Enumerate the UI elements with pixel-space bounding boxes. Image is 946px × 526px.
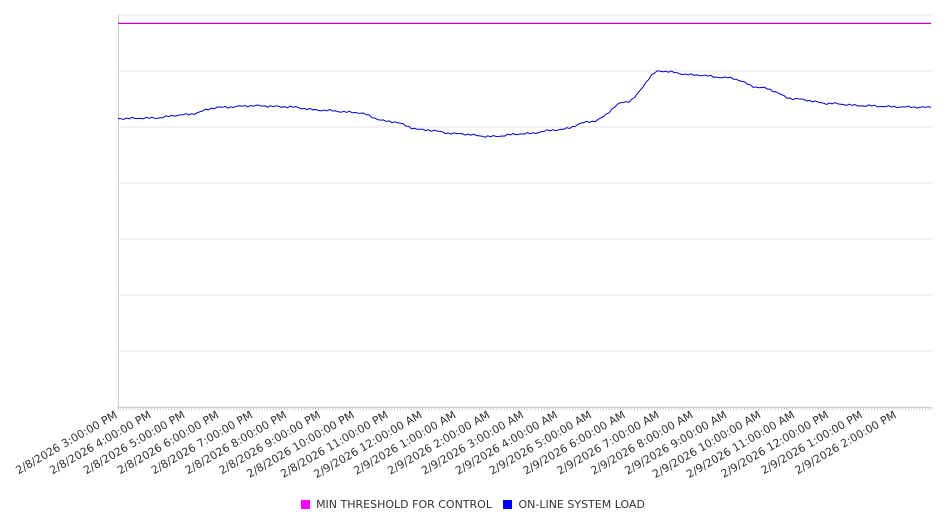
series-lines [117, 22, 932, 138]
legend-item-system-load: ON-LINE SYSTEM LOAD [503, 498, 645, 511]
legend-item-min-threshold: MIN THRESHOLD FOR CONTROL [301, 498, 492, 511]
axes [118, 15, 931, 408]
legend: MIN THRESHOLD FOR CONTROL ON-LINE SYSTEM… [0, 498, 946, 512]
x-axis-ticks: 2/8/2026 3:00:00 PM2/8/2026 4:00:00 PM2/… [13, 407, 932, 481]
series-line-system-load [117, 70, 932, 138]
legend-swatch-system-load [503, 500, 513, 509]
gridlines [118, 14, 931, 352]
legend-label-min-threshold: MIN THRESHOLD FOR CONTROL [316, 498, 492, 511]
legend-label-system-load: ON-LINE SYSTEM LOAD [518, 498, 645, 511]
legend-swatch-min-threshold [301, 500, 311, 509]
